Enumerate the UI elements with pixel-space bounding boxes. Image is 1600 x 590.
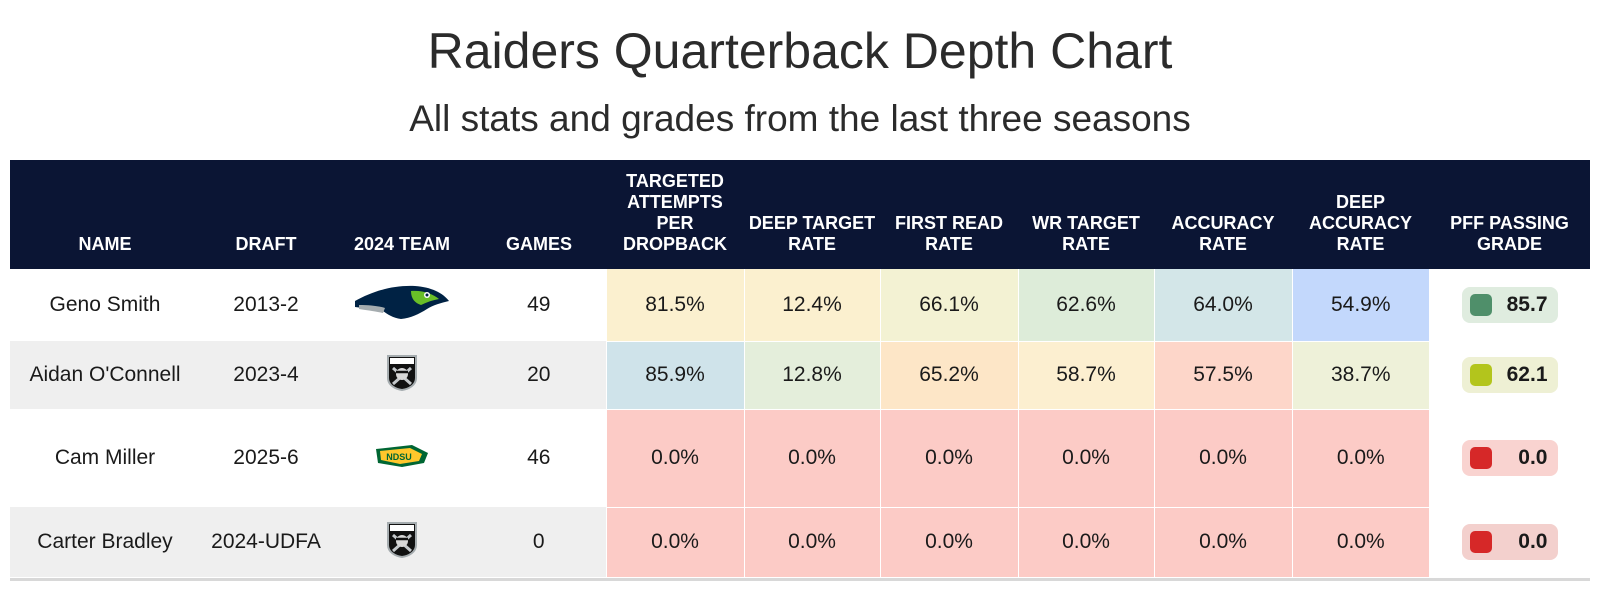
team-cell (332, 341, 472, 409)
grade-badge: 0.0 (1461, 524, 1558, 560)
column-header[interactable]: DEEP ACCURACY RATE (1292, 160, 1429, 269)
chart-subtitle: All stats and grades from the last three… (409, 98, 1191, 139)
grade-cell: 62.1 (1429, 341, 1590, 409)
grade-cell: 0.0 (1429, 507, 1590, 577)
grade-badge: 0.0 (1461, 440, 1558, 476)
table-header-row: NAME DRAFT 2024 TEAM GAMES TARGETED ATTE… (10, 160, 1590, 269)
table-row: Geno Smith 2013-2 49 81.5% 12.4% 66.1% 62.6% 64… (10, 269, 1590, 342)
draft-cell: 2024-UDFA (200, 507, 332, 577)
column-header[interactable]: DEEP TARGET RATE (744, 160, 880, 269)
column-header[interactable]: DRAFT (200, 160, 332, 269)
grade-value: 62.1 (1506, 363, 1548, 386)
metric-cell: 81.5% (605, 269, 744, 342)
games-cell: 0 (472, 507, 606, 577)
player-name: Geno Smith (10, 269, 200, 341)
column-header[interactable]: TARGETED ATTEMPTS PER DROPBACK (606, 160, 744, 269)
metric-cell: 38.7% (1291, 341, 1429, 410)
metric-cell: 0.0% (879, 507, 1018, 578)
games-cell: 20 (472, 341, 606, 409)
raiders-logo (384, 352, 420, 398)
draft-cell: 2013-2 (200, 269, 332, 341)
metric-cell: 0.0% (879, 409, 1018, 508)
metric-cell: 0.0% (1291, 507, 1429, 578)
grade-badge: 85.7 (1461, 287, 1558, 323)
team-cell (332, 269, 472, 341)
seahawks-logo (353, 281, 451, 329)
grade-cell: 85.7 (1429, 269, 1590, 341)
metric-cell: 57.5% (1153, 341, 1292, 410)
grade-swatch (1469, 447, 1492, 469)
grade-swatch (1469, 531, 1492, 553)
column-header[interactable]: PFF PASSING GRADE (1429, 160, 1590, 269)
svg-text:NDSU: NDSU (386, 452, 412, 462)
chart-title: Raiders Quarterback Depth Chart (427, 23, 1173, 79)
metric-cell: 12.4% (743, 269, 880, 342)
metric-cell: 0.0% (605, 409, 744, 508)
table-bottom-rule (10, 578, 1590, 581)
metric-cell: 62.6% (1017, 269, 1154, 342)
column-header[interactable]: ACCURACY RATE (1154, 160, 1292, 269)
draft-cell: 2025-6 (200, 409, 332, 507)
metric-cell: 64.0% (1153, 269, 1292, 342)
column-header[interactable]: WR TARGET RATE (1018, 160, 1154, 269)
metric-cell: 65.2% (879, 341, 1018, 410)
grade-value: 0.0 (1518, 446, 1548, 469)
column-header[interactable]: FIRST READ RATE (880, 160, 1018, 269)
metric-cell: 0.0% (605, 507, 744, 578)
metric-cell: 0.0% (1153, 409, 1292, 508)
grade-swatch (1469, 294, 1492, 316)
metric-cell: 0.0% (1153, 507, 1292, 578)
metric-cell: 0.0% (743, 507, 880, 578)
draft-cell: 2023-4 (200, 341, 332, 409)
metric-cell: 12.8% (743, 341, 880, 410)
metric-cell: 0.0% (743, 409, 880, 508)
player-name: Cam Miller (10, 409, 200, 507)
column-header[interactable]: GAMES (472, 160, 606, 269)
team-cell: NDSU (332, 409, 472, 507)
table-row: Carter Bradley 2024-UDFA 0 0.0% 0.0% 0.0% 0.0%… (10, 507, 1590, 578)
metric-cell: 0.0% (1017, 507, 1154, 578)
depth-chart-table: NAME DRAFT 2024 TEAM GAMES TARGETED ATTE… (10, 160, 1590, 578)
player-name: Carter Bradley (10, 507, 200, 577)
grade-badge: 62.1 (1461, 357, 1558, 393)
team-cell (332, 507, 472, 577)
grade-value: 85.7 (1506, 293, 1548, 316)
games-cell: 49 (472, 269, 606, 341)
metric-cell: 66.1% (879, 269, 1018, 342)
metric-cell: 58.7% (1017, 341, 1154, 410)
metric-cell: 0.0% (1291, 409, 1429, 508)
metric-cell: 85.9% (605, 341, 744, 410)
raiders-logo (384, 519, 420, 565)
table-row: Aidan O'Connell 2023-4 20 85.9% 12.8% 65.2% 58… (10, 341, 1590, 410)
games-cell: 46 (472, 409, 606, 507)
player-name: Aidan O'Connell (10, 341, 200, 409)
column-header[interactable]: 2024 TEAM (332, 160, 472, 269)
grade-value: 0.0 (1518, 530, 1548, 553)
column-header[interactable]: NAME (10, 160, 200, 269)
metric-cell: 0.0% (1017, 409, 1154, 508)
grade-swatch (1469, 364, 1492, 386)
table-row: Cam Miller 2025-6 NDSU 46 0.0% 0.0% 0.0% 0.0% 0.… (10, 409, 1590, 508)
metric-cell: 54.9% (1291, 269, 1429, 342)
grade-cell: 0.0 (1429, 409, 1590, 507)
ndsu-logo: NDSU (372, 439, 432, 477)
